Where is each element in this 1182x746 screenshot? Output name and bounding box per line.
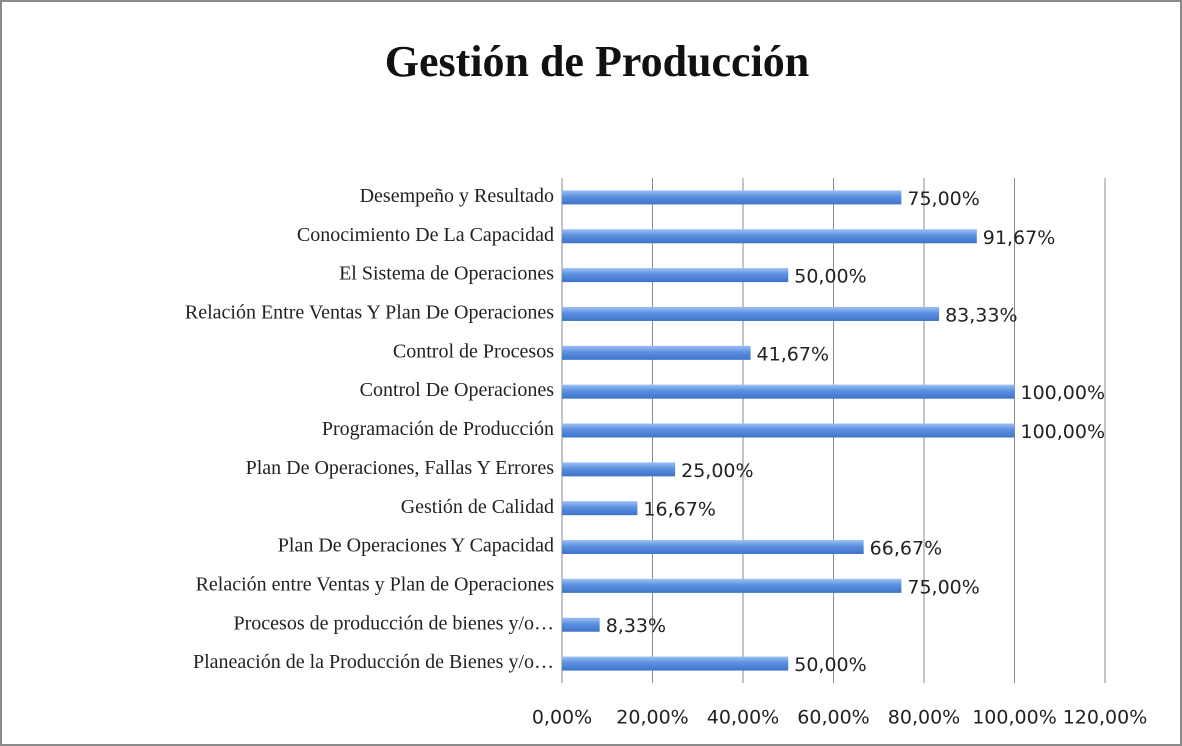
value-label: 91,67% xyxy=(983,227,1055,249)
category-label: Control de Procesos xyxy=(393,340,554,362)
x-tick-label: 20,00% xyxy=(616,707,688,729)
bar xyxy=(562,190,902,205)
category-label: Plan De Operaciones Y Capacidad xyxy=(278,535,554,557)
value-label: 83,33% xyxy=(945,304,1017,326)
value-label: 25,00% xyxy=(681,460,753,482)
bar xyxy=(562,423,1015,438)
chart-title: Gestión de Producción xyxy=(385,37,810,86)
value-label: 75,00% xyxy=(907,188,979,210)
value-label: 100,00% xyxy=(1021,421,1106,443)
x-tick-label: 60,00% xyxy=(797,707,869,729)
x-tick-label: 120,00% xyxy=(1063,707,1148,729)
value-label: 41,67% xyxy=(757,343,829,365)
value-label: 8,33% xyxy=(606,615,666,637)
value-label: 50,00% xyxy=(794,266,866,288)
bar xyxy=(562,501,638,516)
value-label: 16,67% xyxy=(643,499,715,521)
bar xyxy=(562,656,789,671)
category-label: El Sistema de Operaciones xyxy=(339,263,554,285)
bar xyxy=(562,540,864,555)
category-label: Desempeño y Resultado xyxy=(360,185,554,207)
category-label: Planeación de la Producción de Bienes y/… xyxy=(193,651,554,673)
value-label: 66,67% xyxy=(870,538,942,560)
category-label: Procesos de producción de bienes y/o… xyxy=(234,612,554,634)
category-label: Programación de Producción xyxy=(322,418,554,440)
category-label: Control De Operaciones xyxy=(360,379,555,401)
bar xyxy=(562,268,789,283)
bar xyxy=(562,384,1015,399)
category-label: Relación entre Ventas y Plan de Operacio… xyxy=(196,573,555,595)
category-label: Conocimiento De La Capacidad xyxy=(297,224,554,246)
bar xyxy=(562,345,751,360)
x-tick-label: 80,00% xyxy=(888,707,960,729)
bar xyxy=(562,617,600,632)
value-label: 75,00% xyxy=(907,576,979,598)
category-label: Relación Entre Ventas Y Plan De Operacio… xyxy=(185,302,554,324)
value-label: 50,00% xyxy=(794,654,866,676)
value-label: 100,00% xyxy=(1021,382,1106,404)
bar xyxy=(562,229,977,244)
x-tick-label: 0,00% xyxy=(532,707,592,729)
bar xyxy=(562,578,902,593)
x-tick-label: 40,00% xyxy=(707,707,779,729)
x-tick-label: 100,00% xyxy=(972,707,1057,729)
category-label: Plan De Operaciones, Fallas Y Errores xyxy=(246,457,555,479)
bar xyxy=(562,462,676,477)
bar xyxy=(562,306,940,321)
category-label: Gestión de Calidad xyxy=(401,496,554,518)
